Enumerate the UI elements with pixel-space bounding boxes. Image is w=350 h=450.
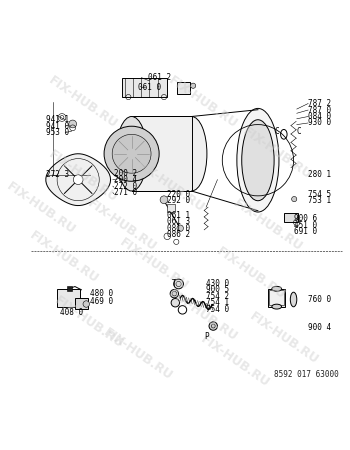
- Text: 941 1: 941 1: [46, 115, 69, 124]
- Bar: [268, 289, 286, 306]
- Text: 760 0: 760 0: [308, 295, 331, 304]
- Circle shape: [292, 197, 297, 202]
- Text: FIX-HUB.RU: FIX-HUB.RU: [101, 326, 175, 383]
- Bar: [167, 204, 175, 212]
- Text: 941 0: 941 0: [46, 122, 69, 130]
- Text: FIX-HUB.RU: FIX-HUB.RU: [198, 333, 272, 390]
- Circle shape: [170, 289, 178, 298]
- Text: 430 0: 430 0: [206, 279, 229, 288]
- Circle shape: [112, 134, 151, 173]
- Text: 086 2: 086 2: [167, 230, 190, 239]
- Text: FIX-HUB.RU: FIX-HUB.RU: [46, 73, 120, 130]
- Ellipse shape: [176, 117, 207, 191]
- Text: 753 1: 753 1: [308, 196, 331, 205]
- Text: 061 1: 061 1: [167, 211, 190, 220]
- Text: FIX-HUB.RU: FIX-HUB.RU: [231, 197, 304, 253]
- Text: 787 0: 787 0: [308, 105, 331, 114]
- Circle shape: [190, 83, 196, 88]
- Text: 200 2: 200 2: [114, 169, 137, 178]
- Bar: [117, 172, 125, 177]
- Text: 061 3: 061 3: [167, 217, 190, 226]
- Text: 220 0: 220 0: [167, 190, 190, 199]
- Text: 292 0: 292 0: [167, 196, 190, 205]
- Text: FIX-HUB.RU: FIX-HUB.RU: [240, 125, 314, 182]
- Text: 754 1: 754 1: [206, 298, 229, 307]
- Text: 930 0: 930 0: [308, 118, 331, 127]
- Text: 754 5: 754 5: [308, 190, 331, 199]
- Circle shape: [177, 225, 183, 231]
- Text: 061 0: 061 0: [138, 83, 161, 92]
- Text: FIX-HUB.RU: FIX-HUB.RU: [117, 235, 191, 292]
- Text: 408 0: 408 0: [60, 308, 84, 317]
- Text: C: C: [274, 126, 279, 135]
- Ellipse shape: [242, 120, 274, 201]
- Text: 754 0: 754 0: [206, 305, 229, 314]
- Circle shape: [174, 279, 183, 289]
- Circle shape: [69, 120, 77, 128]
- Text: 081 0: 081 0: [167, 224, 190, 233]
- Bar: [269, 290, 284, 305]
- Text: FIX-HUB.RU: FIX-HUB.RU: [46, 148, 120, 205]
- Text: 787 2: 787 2: [308, 99, 331, 108]
- Text: 691 0: 691 0: [294, 227, 317, 236]
- Text: FIX-HUB.RU: FIX-HUB.RU: [166, 287, 240, 344]
- Text: 280 1: 280 1: [308, 170, 331, 179]
- Text: FIX-HUB.RU: FIX-HUB.RU: [215, 245, 288, 302]
- Bar: [75, 298, 88, 309]
- Text: 272 3: 272 3: [46, 170, 69, 179]
- Circle shape: [171, 298, 180, 307]
- Text: 469 0: 469 0: [90, 297, 113, 306]
- Text: 200 4: 200 4: [114, 175, 137, 184]
- Text: 900 5: 900 5: [206, 285, 229, 294]
- Text: 754 2: 754 2: [206, 292, 229, 301]
- Text: P: P: [204, 332, 209, 341]
- Polygon shape: [46, 154, 111, 206]
- Text: 953 0: 953 0: [46, 128, 69, 137]
- Text: 480 0: 480 0: [90, 288, 113, 297]
- Bar: [122, 78, 167, 97]
- Circle shape: [83, 301, 90, 307]
- Circle shape: [73, 175, 83, 184]
- Circle shape: [104, 126, 159, 181]
- Bar: [177, 82, 190, 94]
- Text: FIX-HUB.RU: FIX-HUB.RU: [85, 197, 159, 253]
- Ellipse shape: [272, 304, 281, 309]
- Text: FIX-HUB.RU: FIX-HUB.RU: [4, 180, 78, 237]
- Bar: [132, 117, 191, 191]
- Text: FIX-HUB.RU: FIX-HUB.RU: [247, 310, 321, 367]
- Text: 271 0: 271 0: [114, 188, 137, 197]
- Ellipse shape: [290, 292, 297, 307]
- Bar: [57, 289, 80, 306]
- Bar: [284, 213, 299, 222]
- Text: 451 0: 451 0: [294, 220, 317, 230]
- Text: 900 4: 900 4: [308, 323, 331, 332]
- Ellipse shape: [116, 117, 147, 191]
- Text: FIX-HUB.RU: FIX-HUB.RU: [27, 229, 100, 286]
- Text: 061 2: 061 2: [148, 73, 171, 82]
- Text: FIX-HUB.RU: FIX-HUB.RU: [166, 73, 240, 130]
- Text: T: T: [172, 279, 177, 288]
- Circle shape: [160, 196, 168, 203]
- Circle shape: [209, 322, 217, 330]
- Text: 084 0: 084 0: [308, 112, 331, 121]
- Text: C: C: [297, 126, 301, 135]
- Text: FIX-HUB.RU: FIX-HUB.RU: [52, 293, 126, 351]
- Bar: [67, 286, 72, 292]
- Ellipse shape: [237, 108, 279, 212]
- Text: 8592 017 63000: 8592 017 63000: [274, 370, 339, 379]
- Ellipse shape: [272, 286, 281, 291]
- Text: FIX-HUB.RU: FIX-HUB.RU: [134, 158, 208, 215]
- Text: 272 0: 272 0: [114, 182, 137, 191]
- Text: 900 6: 900 6: [294, 214, 317, 223]
